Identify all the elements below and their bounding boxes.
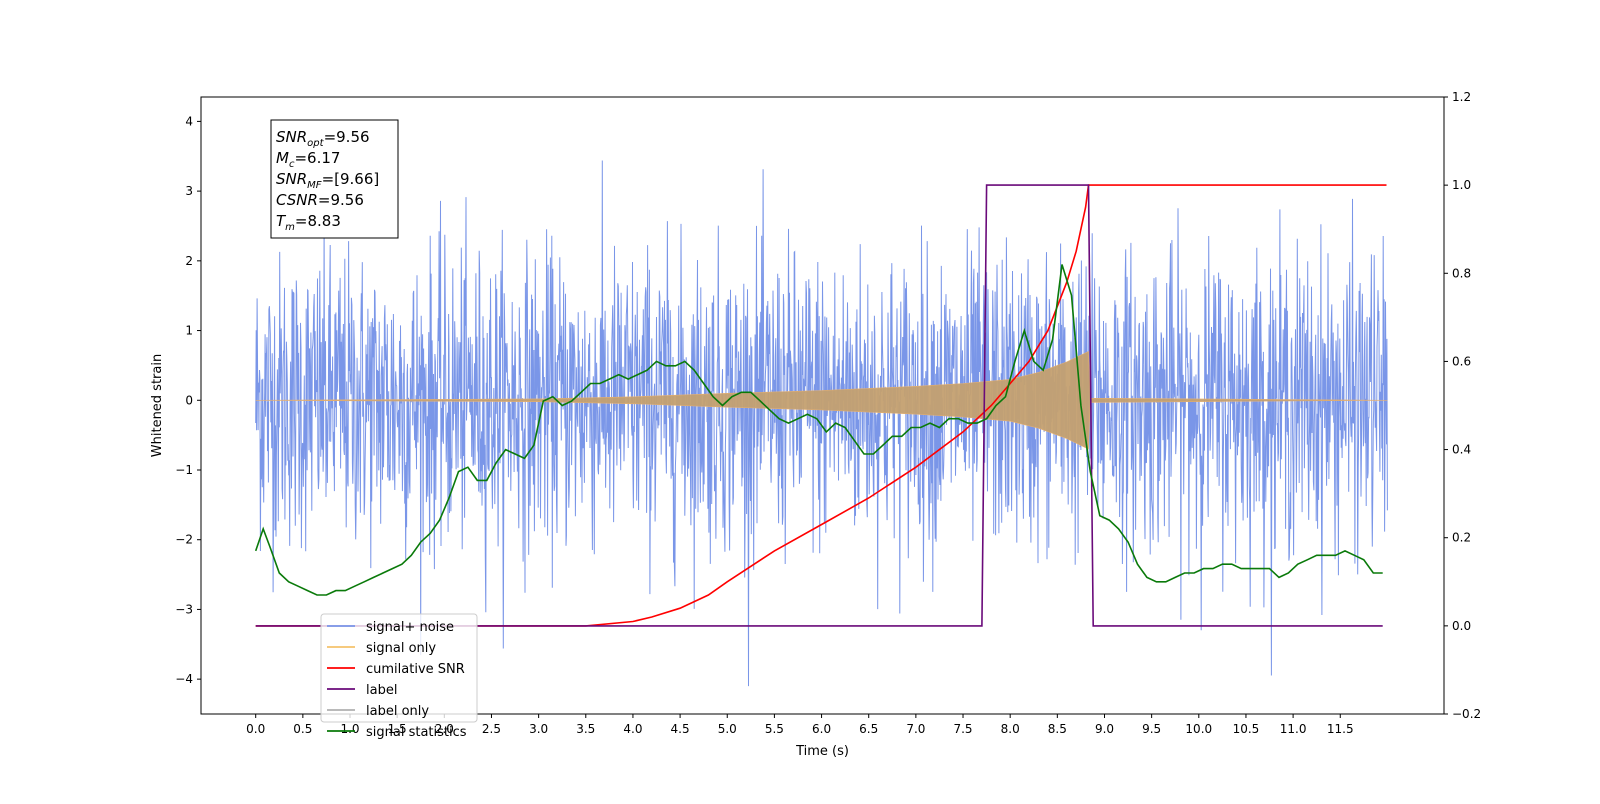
x-axis-label: Time (s) <box>795 744 849 759</box>
x-tick-label: 11.5 <box>1327 722 1354 736</box>
y2-tick-label: −0.2 <box>1452 707 1481 721</box>
x-tick-label: 1.0 <box>340 722 359 736</box>
x-tick-label: 1.5 <box>388 722 407 736</box>
x-tick-label: 3.0 <box>529 722 548 736</box>
x-tick-label: 7.0 <box>906 722 925 736</box>
x-tick-label: 11.0 <box>1280 722 1307 736</box>
x-tick-label: 2.5 <box>482 722 501 736</box>
x-tick-label: 5.0 <box>718 722 737 736</box>
legend-frame <box>320 613 478 723</box>
plot-frame <box>200 96 1445 715</box>
annotation-line: Tm=8.83 <box>276 212 341 233</box>
annotation-line: SNRMF=[9.66] <box>276 170 379 191</box>
annotation-line: Mc=6.17 <box>276 149 340 170</box>
y2-tick-label: 0.8 <box>1452 266 1471 280</box>
signal-only-series <box>255 351 1388 450</box>
x-tick-label: 8.0 <box>1001 722 1020 736</box>
y-tick-label: 2 <box>185 254 193 268</box>
x-tick-label: 8.5 <box>1048 722 1067 736</box>
annotation-line: CSNR=9.56 <box>276 191 364 209</box>
y2-tick-label: 0.2 <box>1452 531 1471 545</box>
legend-entries: signal+ noise signal only cumilative SNR la… <box>327 620 467 740</box>
y-axis-ticks: 4 3 2 1 0 −1 −2 −3 −4 <box>175 114 201 686</box>
legend-label: signal statistics <box>366 725 467 740</box>
x-tick-label: 6.5 <box>859 722 878 736</box>
x-tick-label: 10.5 <box>1233 722 1260 736</box>
x-tick-label: 9.0 <box>1095 722 1114 736</box>
legend-label: label <box>366 683 397 698</box>
label-series <box>255 184 1383 627</box>
annotation-frame <box>270 119 399 239</box>
legend-label: label only <box>366 704 429 719</box>
x-axis-ticks: 0.0 0.5 1.0 1.5 2.0 2.5 3.0 3.5 4.0 4.5 5.0 5.5 6.0 6… <box>246 714 1354 736</box>
x-tick-label: 5.5 <box>765 722 784 736</box>
y-tick-label: 3 <box>185 184 193 198</box>
noise-series-layer <box>255 160 1388 687</box>
x-tick-label: 4.5 <box>671 722 690 736</box>
x-tick-label: 10.0 <box>1185 722 1212 736</box>
line-series-layer <box>254 184 1387 627</box>
x-tick-label: 0.5 <box>293 722 312 736</box>
y2-tick-label: 0.0 <box>1452 619 1471 633</box>
y2-axis-ticks: 1.2 1.0 0.8 0.6 0.4 0.2 0.0 −0.2 <box>1444 90 1481 721</box>
y2-tick-label: 1.2 <box>1452 90 1471 104</box>
legend-label: signal+ noise <box>366 620 454 635</box>
y-tick-label: −4 <box>175 672 193 686</box>
y-tick-label: −2 <box>175 533 193 547</box>
x-tick-label: 6.0 <box>812 722 831 736</box>
legend-label: signal only <box>366 641 436 656</box>
x-tick-label: 9.5 <box>1142 722 1161 736</box>
y-tick-label: 4 <box>185 114 193 128</box>
legend: signal+ noise signal only cumilative SNR la… <box>320 613 478 740</box>
x-tick-label: 0.0 <box>246 722 265 736</box>
y-tick-label: −3 <box>175 602 193 616</box>
y2-tick-label: 0.4 <box>1452 443 1471 457</box>
y-tick-label: 0 <box>185 393 193 407</box>
cumulative-snr-series <box>255 184 1387 627</box>
annotation-line: SNRopt=9.56 <box>276 128 370 149</box>
x-tick-label: 4.0 <box>623 722 642 736</box>
y-tick-label: −1 <box>175 463 193 477</box>
legend-label: cumilative SNR <box>366 662 465 677</box>
x-tick-label: 7.5 <box>953 722 972 736</box>
signal-only-layer <box>255 351 1388 450</box>
x-tick-label: 2.0 <box>435 722 454 736</box>
signal-noise-series <box>255 160 1388 687</box>
signal-statistics-series <box>254 264 1383 596</box>
y-tick-label: 1 <box>185 324 193 338</box>
x-tick-label: 3.5 <box>576 722 595 736</box>
y2-tick-label: 1.0 <box>1452 178 1471 192</box>
y-axis-label: Whitened strain <box>150 354 165 457</box>
y2-tick-label: 0.6 <box>1452 354 1471 368</box>
